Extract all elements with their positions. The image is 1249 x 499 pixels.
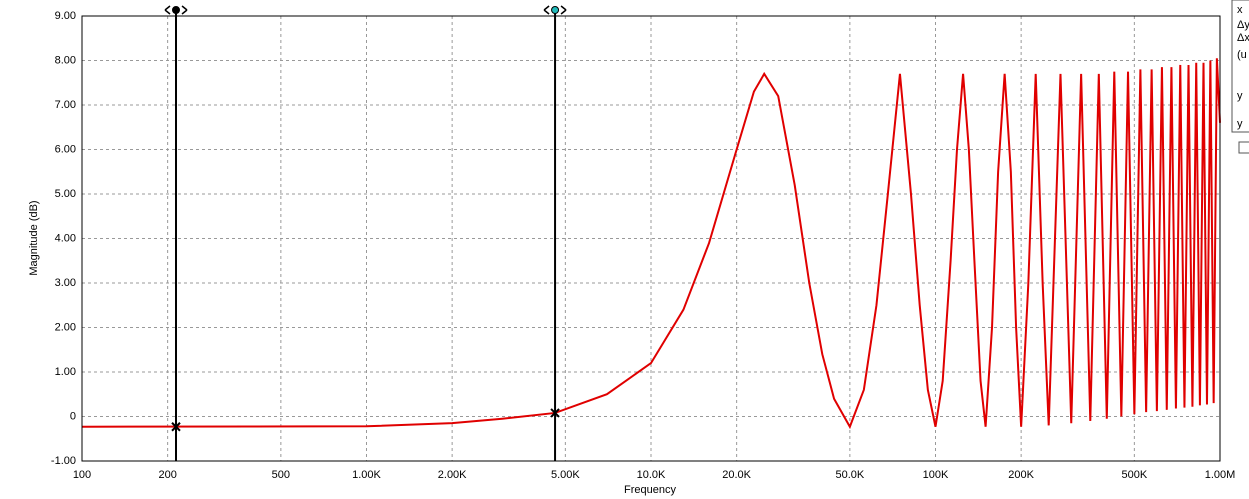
x-tick-label: 500K: [1122, 469, 1148, 481]
x-tick-label: 50.0K: [835, 469, 864, 481]
y-tick-label: 6.00: [55, 143, 76, 155]
x-tick-label: 2.00K: [438, 469, 467, 481]
side-panel: [1231, 0, 1249, 133]
x-tick-label: 200K: [1008, 469, 1034, 481]
y-tick-label: 5.00: [55, 188, 76, 200]
side-panel-label: x: [1237, 4, 1243, 16]
y-tick-label: 8.00: [55, 54, 76, 66]
side-panel-label: y: [1237, 90, 1243, 102]
x-axis-title: Frequency: [624, 484, 676, 496]
x-tick-label: 10.0K: [637, 469, 666, 481]
x-tick-label: 100K: [923, 469, 949, 481]
checkbox[interactable]: [1238, 141, 1249, 154]
cursor-handle: [543, 5, 567, 15]
cursor-marker: [550, 408, 560, 418]
y-tick-label: -1.00: [51, 455, 76, 467]
curves: [81, 58, 1221, 430]
y-tick-label: 4.00: [55, 232, 76, 244]
line-series: [81, 58, 1221, 430]
cursor-handle-dot: [172, 6, 181, 14]
y-axis-title: Magnitude (dB): [28, 200, 40, 275]
y-tick-label: 2.00: [55, 321, 76, 333]
y-tick-label: 1.00: [55, 366, 76, 378]
side-panel-label: Δy: [1237, 19, 1249, 31]
x-tick-label: 200: [158, 469, 176, 481]
cursor-handle-dot: [551, 6, 560, 14]
plot-border: [81, 15, 1221, 462]
x-tick-label: 5.00K: [551, 469, 580, 481]
y-tick-label: 3.00: [55, 277, 76, 289]
cursor-handle: [164, 5, 188, 15]
side-panel-label: (u: [1237, 49, 1247, 61]
side-panel-label: y: [1237, 118, 1243, 130]
side-panel-label: Δx: [1237, 32, 1249, 44]
cursor-marker: [171, 422, 181, 432]
x-tick-label: 20.0K: [722, 469, 751, 481]
y-tick-label: 0: [70, 410, 76, 422]
y-tick-label: 7.00: [55, 99, 76, 111]
x-tick-label: 100: [73, 469, 91, 481]
y-tick-label: 9.00: [55, 10, 76, 22]
grid: [81, 15, 1221, 462]
x-tick-label: 1.00M: [1205, 469, 1236, 481]
x-tick-label: 1.00K: [352, 469, 381, 481]
x-tick-label: 500: [272, 469, 290, 481]
